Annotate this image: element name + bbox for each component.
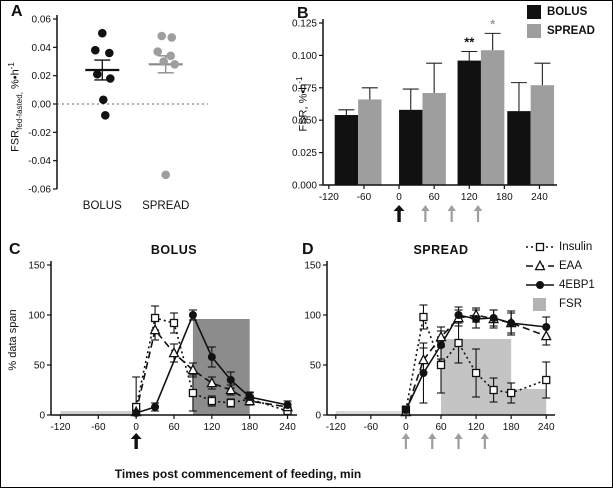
panel-b-y-axis-label: FSR, %•h-1 [295, 49, 310, 159]
legend-item-bolus: BOLUS [527, 5, 595, 19]
panel-a-ylabel-sup: -1 [7, 62, 16, 70]
legend-label: Insulin [559, 241, 593, 253]
svg-text:0.075: 0.075 [292, 83, 317, 94]
svg-text:-120: -120 [326, 422, 346, 433]
panel-label-a: A [11, 3, 23, 20]
square-open-icon [526, 242, 554, 252]
panel-label-c: C [9, 241, 21, 258]
svg-text:100: 100 [304, 311, 321, 322]
legend-label: 4EBP1 [559, 279, 595, 291]
panel-b-ylabel-sup: -1 [295, 76, 304, 84]
svg-text:150: 150 [304, 261, 321, 272]
svg-text:120: 120 [461, 192, 478, 203]
svg-text:0.100: 0.100 [292, 51, 317, 62]
panel-c-y-axis-label: % data span [7, 309, 19, 371]
svg-text:0.000: 0.000 [292, 181, 317, 192]
svg-text:60: 60 [435, 422, 447, 433]
svg-text:-120: -120 [319, 192, 339, 203]
svg-text:60: 60 [168, 422, 180, 433]
legend-item-4ebp1: 4EBP1 [525, 277, 612, 293]
svg-text:0.025: 0.025 [292, 148, 317, 159]
svg-text:BOLUS: BOLUS [83, 200, 122, 212]
panel-a-ylabel-main: FSR [9, 129, 22, 152]
svg-text:0: 0 [315, 411, 321, 422]
svg-text:SPREAD: SPREAD [142, 200, 189, 212]
triangle-open-icon [526, 259, 554, 271]
svg-text:240: 240 [531, 192, 548, 203]
svg-text:0.02: 0.02 [32, 71, 52, 82]
panel-c-line-chart: 0 50 100 150 -120 -60 0 60 120 180 240 [28, 261, 297, 449]
svg-text:180: 180 [496, 192, 513, 203]
panel-label-d: D [302, 241, 314, 258]
svg-text:50: 50 [310, 361, 322, 372]
svg-text:100: 100 [28, 311, 45, 322]
svg-text:0: 0 [133, 422, 139, 433]
panel-d-title: SPREAD [413, 243, 469, 257]
svg-text:120: 120 [468, 422, 485, 433]
svg-text:240: 240 [279, 422, 296, 433]
legend-item-spread: SPREAD [527, 24, 595, 38]
svg-text:*: * [490, 16, 496, 31]
panel-label-b: B [297, 5, 309, 22]
svg-text:0.050: 0.050 [292, 116, 317, 127]
legend-label-bolus: BOLUS [547, 6, 588, 18]
panel-d-line-chart: 0 50 100 150 -120 -60 0 60 120 180 240 [304, 261, 555, 449]
svg-text:60: 60 [429, 192, 441, 203]
panel-b: FSR, %•h-1 ** * 0.000 0.025 0.050 0.075 0.100 0… [289, 3, 612, 231]
svg-text:**: ** [464, 35, 475, 50]
panel-a-ylabel-sub: fed-fasted, [14, 92, 24, 130]
svg-text:-120: -120 [50, 422, 70, 433]
svg-text:0: 0 [396, 192, 402, 203]
svg-text:-60: -60 [357, 192, 372, 203]
svg-text:120: 120 [204, 422, 221, 433]
panel-a-scatter-plot: 0.06 0.04 0.02 0.00 -0.02 -0.04 -0.06 BOLUS SPRE… [28, 15, 208, 212]
svg-text:180: 180 [241, 422, 258, 433]
panel-b-ylabel-main: FSR, %•h [297, 83, 310, 132]
svg-text:50: 50 [34, 361, 46, 372]
circle-filled-icon [526, 281, 554, 289]
svg-text:0.00: 0.00 [32, 100, 52, 111]
svg-text:150: 150 [28, 261, 45, 272]
figure-legend: Insulin EAA 4EBP1 FSR [525, 239, 612, 312]
svg-text:0.125: 0.125 [292, 19, 317, 30]
svg-text:-0.04: -0.04 [28, 156, 51, 167]
panel-c: BOLUS % data span 0 50 100 150 -120 -60 0 60 120… [5, 237, 303, 461]
legend-label-spread: SPREAD [547, 25, 595, 37]
panel-b-legend: BOLUS SPREAD [527, 5, 595, 38]
svg-text:-60: -60 [364, 422, 379, 433]
svg-text:-0.02: -0.02 [28, 128, 51, 139]
svg-text:-0.06: -0.06 [28, 185, 51, 196]
x-axis-label: Times post commencement of feeding, min [114, 467, 362, 481]
panel-a-y-axis-label: FSRfed-fasted, %•h-1 [7, 29, 24, 185]
legend-item-fsr: FSR [525, 296, 612, 312]
svg-text:240: 240 [538, 422, 555, 433]
panel-d: SPREAD 0 50 100 150 -120 -60 0 60 120 180 240 [297, 237, 569, 461]
panel-a: FSRfed-fasted, %•h-1 0.06 0.04 0.02 0.00 -0.… [3, 3, 225, 229]
legend-label: FSR [559, 298, 582, 310]
panel-c-title: BOLUS [150, 243, 198, 257]
svg-text:0.06: 0.06 [32, 15, 52, 26]
rect-filled-icon [533, 298, 546, 311]
svg-text:0: 0 [403, 422, 409, 433]
legend-item-insulin: Insulin [525, 239, 612, 255]
spread-swatch-icon [527, 24, 541, 38]
bolus-swatch-icon [527, 5, 541, 19]
svg-text:0.04: 0.04 [32, 43, 52, 54]
svg-text:180: 180 [503, 422, 520, 433]
svg-text:0: 0 [39, 411, 45, 422]
legend-item-eaa: EAA [525, 258, 612, 274]
svg-text:-60: -60 [91, 422, 106, 433]
legend-label: EAA [559, 260, 583, 272]
panel-a-ylabel-units: %•h [9, 69, 22, 93]
